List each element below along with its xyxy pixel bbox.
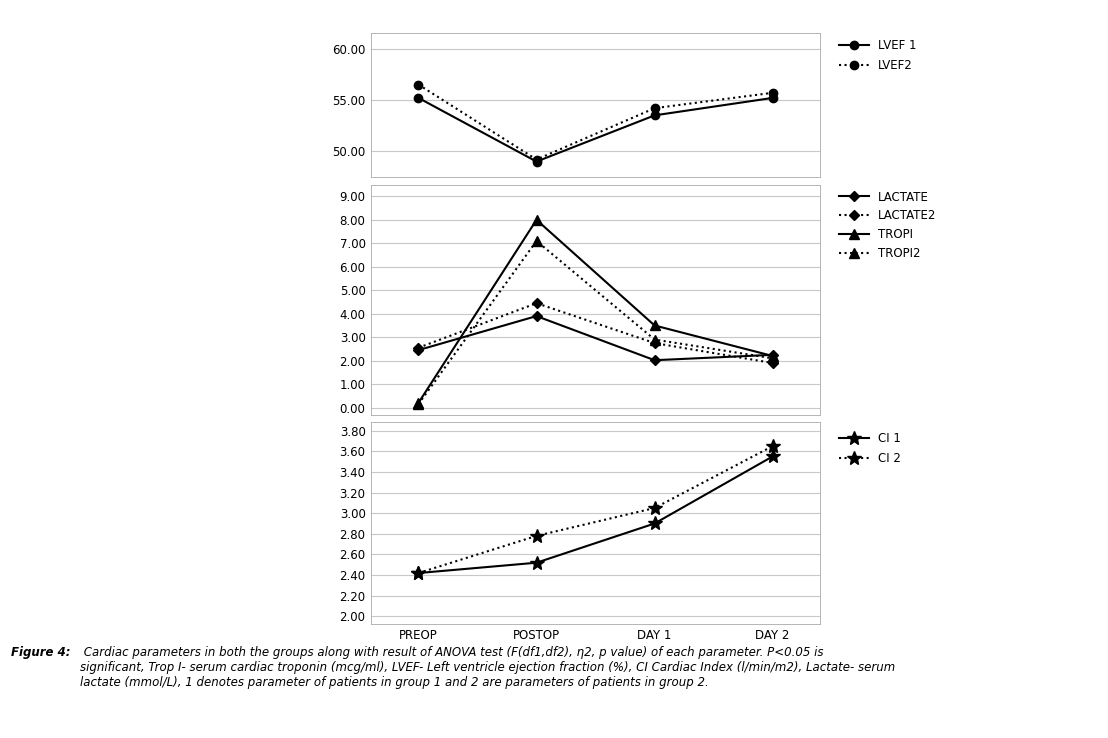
Text: Figure 4:: Figure 4:: [11, 646, 71, 659]
Text: Cardiac parameters in both the groups along with result of ANOVA test (F(df1,df2: Cardiac parameters in both the groups al…: [80, 646, 895, 689]
Legend: CI 1, CI 2: CI 1, CI 2: [839, 432, 901, 466]
Legend: LACTATE, LACTATE2, TROPI, TROPI2: LACTATE, LACTATE2, TROPI, TROPI2: [839, 190, 936, 261]
Legend: LVEF 1, LVEF2: LVEF 1, LVEF2: [839, 39, 916, 72]
